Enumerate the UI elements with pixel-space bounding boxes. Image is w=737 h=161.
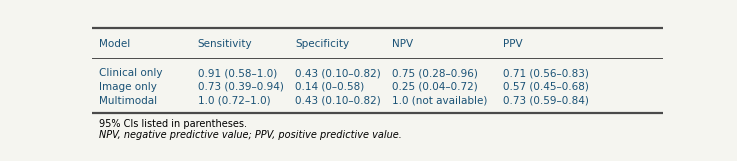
Text: 1.0 (0.72–1.0): 1.0 (0.72–1.0) xyxy=(198,95,270,105)
Text: 0.73 (0.39–0.94): 0.73 (0.39–0.94) xyxy=(198,82,284,92)
Text: 0.25 (0.04–0.72): 0.25 (0.04–0.72) xyxy=(392,82,478,92)
Text: 0.71 (0.56–0.83): 0.71 (0.56–0.83) xyxy=(503,68,590,78)
Text: Model: Model xyxy=(99,39,130,49)
Text: Specificity: Specificity xyxy=(295,39,349,49)
Text: Sensitivity: Sensitivity xyxy=(198,39,252,49)
Text: 0.73 (0.59–0.84): 0.73 (0.59–0.84) xyxy=(503,95,590,105)
Text: Clinical only: Clinical only xyxy=(99,68,162,78)
Text: Multimodal: Multimodal xyxy=(99,95,157,105)
Text: 0.75 (0.28–0.96): 0.75 (0.28–0.96) xyxy=(392,68,478,78)
Text: 0.57 (0.45–0.68): 0.57 (0.45–0.68) xyxy=(503,82,590,92)
Text: 0.14 (0–0.58): 0.14 (0–0.58) xyxy=(295,82,364,92)
Text: 95% CIs listed in parentheses.: 95% CIs listed in parentheses. xyxy=(99,119,247,129)
Text: NPV: NPV xyxy=(392,39,413,49)
Text: NPV, negative predictive value; PPV, positive predictive value.: NPV, negative predictive value; PPV, pos… xyxy=(99,130,402,140)
Text: Image only: Image only xyxy=(99,82,157,92)
Text: 1.0 (not available): 1.0 (not available) xyxy=(392,95,487,105)
Text: 0.43 (0.10–0.82): 0.43 (0.10–0.82) xyxy=(295,68,380,78)
Text: 0.43 (0.10–0.82): 0.43 (0.10–0.82) xyxy=(295,95,380,105)
Text: 0.91 (0.58–1.0): 0.91 (0.58–1.0) xyxy=(198,68,277,78)
Text: PPV: PPV xyxy=(503,39,523,49)
